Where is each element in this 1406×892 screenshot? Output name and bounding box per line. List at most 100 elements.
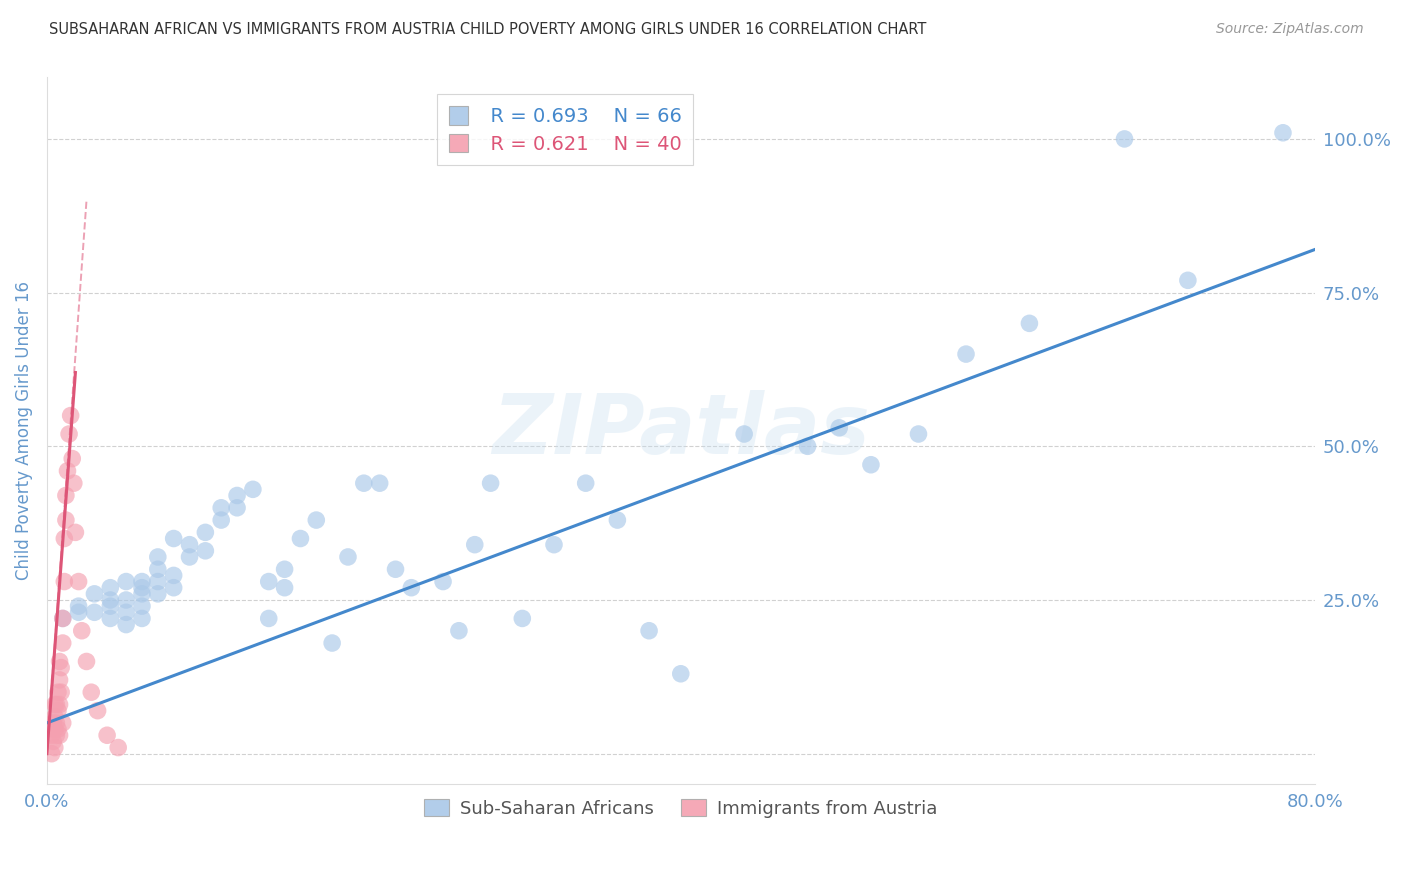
Point	[146, 574, 169, 589]
Point	[58, 427, 80, 442]
Text: Source: ZipAtlas.com: Source: ZipAtlas.com	[1216, 22, 1364, 37]
Point	[257, 611, 280, 625]
Point	[859, 458, 882, 472]
Point	[63, 476, 86, 491]
Point	[828, 421, 851, 435]
Point	[606, 513, 628, 527]
Point	[83, 587, 105, 601]
Point	[59, 409, 82, 423]
Point	[179, 549, 201, 564]
Point	[179, 538, 201, 552]
Point	[384, 562, 406, 576]
Point	[273, 581, 295, 595]
Point	[163, 581, 186, 595]
Point	[1271, 126, 1294, 140]
Point	[305, 513, 328, 527]
Point	[86, 704, 108, 718]
Point	[273, 562, 295, 576]
Point	[321, 636, 343, 650]
Point	[45, 698, 67, 712]
Point	[733, 427, 755, 442]
Point	[907, 427, 929, 442]
Point	[401, 581, 423, 595]
Point	[146, 587, 169, 601]
Point	[60, 451, 83, 466]
Point	[510, 611, 533, 625]
Point	[242, 483, 264, 497]
Y-axis label: Child Poverty Among Girls Under 16: Child Poverty Among Girls Under 16	[15, 282, 32, 581]
Point	[52, 715, 75, 730]
Point	[1114, 132, 1136, 146]
Point	[65, 525, 87, 540]
Point	[1177, 273, 1199, 287]
Point	[115, 605, 138, 619]
Point	[49, 685, 72, 699]
Point	[479, 476, 502, 491]
Point	[56, 464, 79, 478]
Point	[48, 728, 70, 742]
Point	[53, 574, 76, 589]
Point	[543, 538, 565, 552]
Point	[41, 728, 63, 742]
Point	[368, 476, 391, 491]
Point	[83, 605, 105, 619]
Point	[67, 599, 90, 614]
Point	[575, 476, 598, 491]
Point	[55, 488, 77, 502]
Point	[638, 624, 661, 638]
Text: SUBSAHARAN AFRICAN VS IMMIGRANTS FROM AUSTRIA CHILD POVERTY AMONG GIRLS UNDER 16: SUBSAHARAN AFRICAN VS IMMIGRANTS FROM AU…	[49, 22, 927, 37]
Point	[46, 685, 69, 699]
Point	[257, 574, 280, 589]
Point	[96, 728, 118, 742]
Point	[669, 666, 692, 681]
Point	[53, 532, 76, 546]
Point	[115, 574, 138, 589]
Point	[163, 568, 186, 582]
Point	[146, 562, 169, 576]
Point	[48, 698, 70, 712]
Point	[98, 593, 121, 607]
Point	[55, 513, 77, 527]
Point	[98, 611, 121, 625]
Point	[80, 685, 103, 699]
Point	[42, 734, 65, 748]
Point	[42, 715, 65, 730]
Point	[131, 581, 153, 595]
Point	[67, 605, 90, 619]
Point	[46, 704, 69, 718]
Point	[131, 574, 153, 589]
Point	[432, 574, 454, 589]
Point	[48, 673, 70, 687]
Point	[131, 587, 153, 601]
Point	[464, 538, 486, 552]
Point	[70, 624, 93, 638]
Point	[115, 617, 138, 632]
Text: ZIPatlas: ZIPatlas	[492, 391, 870, 472]
Point	[337, 549, 360, 564]
Point	[226, 488, 249, 502]
Point	[41, 747, 63, 761]
Point	[115, 593, 138, 607]
Point	[955, 347, 977, 361]
Point	[1018, 316, 1040, 330]
Point	[44, 710, 66, 724]
Point	[52, 611, 75, 625]
Point	[796, 439, 818, 453]
Point	[67, 574, 90, 589]
Point	[76, 655, 98, 669]
Point	[98, 599, 121, 614]
Point	[52, 636, 75, 650]
Point	[194, 525, 217, 540]
Point	[49, 660, 72, 674]
Point	[98, 581, 121, 595]
Point	[209, 500, 232, 515]
Legend: Sub-Saharan Africans, Immigrants from Austria: Sub-Saharan Africans, Immigrants from Au…	[416, 791, 945, 825]
Point	[45, 728, 67, 742]
Point	[45, 715, 67, 730]
Point	[44, 740, 66, 755]
Point	[226, 500, 249, 515]
Point	[353, 476, 375, 491]
Point	[290, 532, 312, 546]
Point	[52, 611, 75, 625]
Point	[107, 740, 129, 755]
